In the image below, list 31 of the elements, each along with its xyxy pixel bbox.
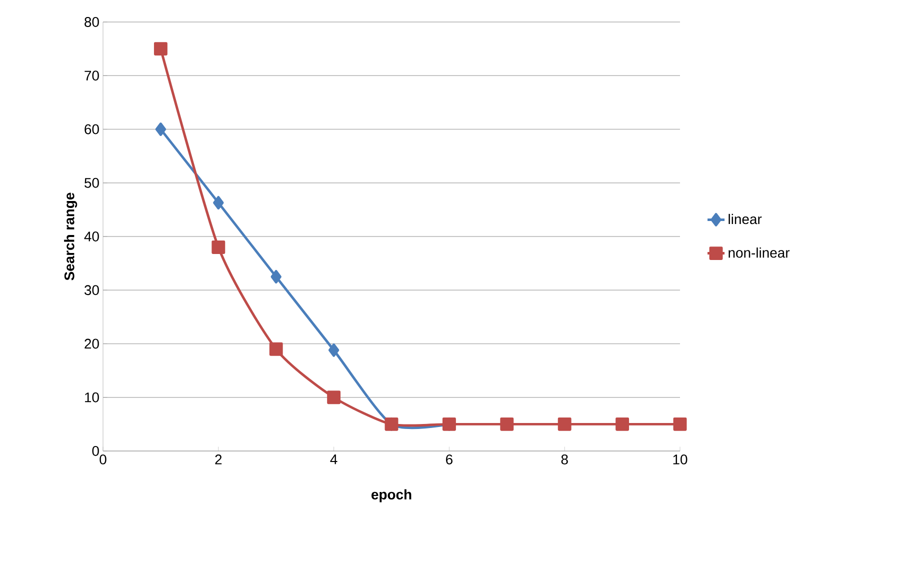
y-tick-label: 80 [84,17,99,27]
x-tick-label: 8 [561,454,568,464]
point [673,417,687,431]
point [212,240,226,254]
point [269,342,283,356]
point [616,417,630,431]
y-tick-label: 10 [85,392,99,402]
y-axis-title: Search range [64,192,78,280]
x-tick-label: 2 [215,454,222,464]
legend-label: linear [728,214,762,224]
y-tick-label: 30 [84,285,99,296]
y-tick-label: 70 [84,70,99,81]
y-tick-label: 20 [84,338,99,349]
x-axis-title: epoch [372,489,412,502]
point [327,390,341,404]
point [154,42,168,56]
point [500,417,514,431]
y-tick-label: 60 [84,124,99,134]
x-tick-label: 6 [446,454,452,464]
x-tick-label: 0 [100,454,106,464]
x-tick-label: 4 [330,454,338,464]
point [213,196,224,210]
y-tick-label: 50 [84,178,99,188]
x-tick-label: 10 [673,454,688,464]
point [328,343,340,357]
y-tick-label: 40 [84,232,99,242]
point [270,270,282,284]
y-tick-label: 0 [92,446,99,456]
point [558,417,572,431]
legend-label: non-linear [728,247,790,258]
point [155,122,166,136]
